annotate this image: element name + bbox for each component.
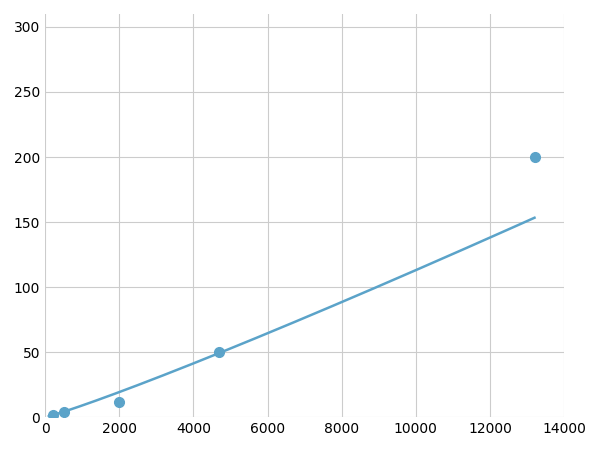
Point xyxy=(59,409,68,416)
Point xyxy=(48,411,58,418)
Point xyxy=(215,349,224,356)
Point xyxy=(115,398,124,405)
Point xyxy=(530,153,539,161)
